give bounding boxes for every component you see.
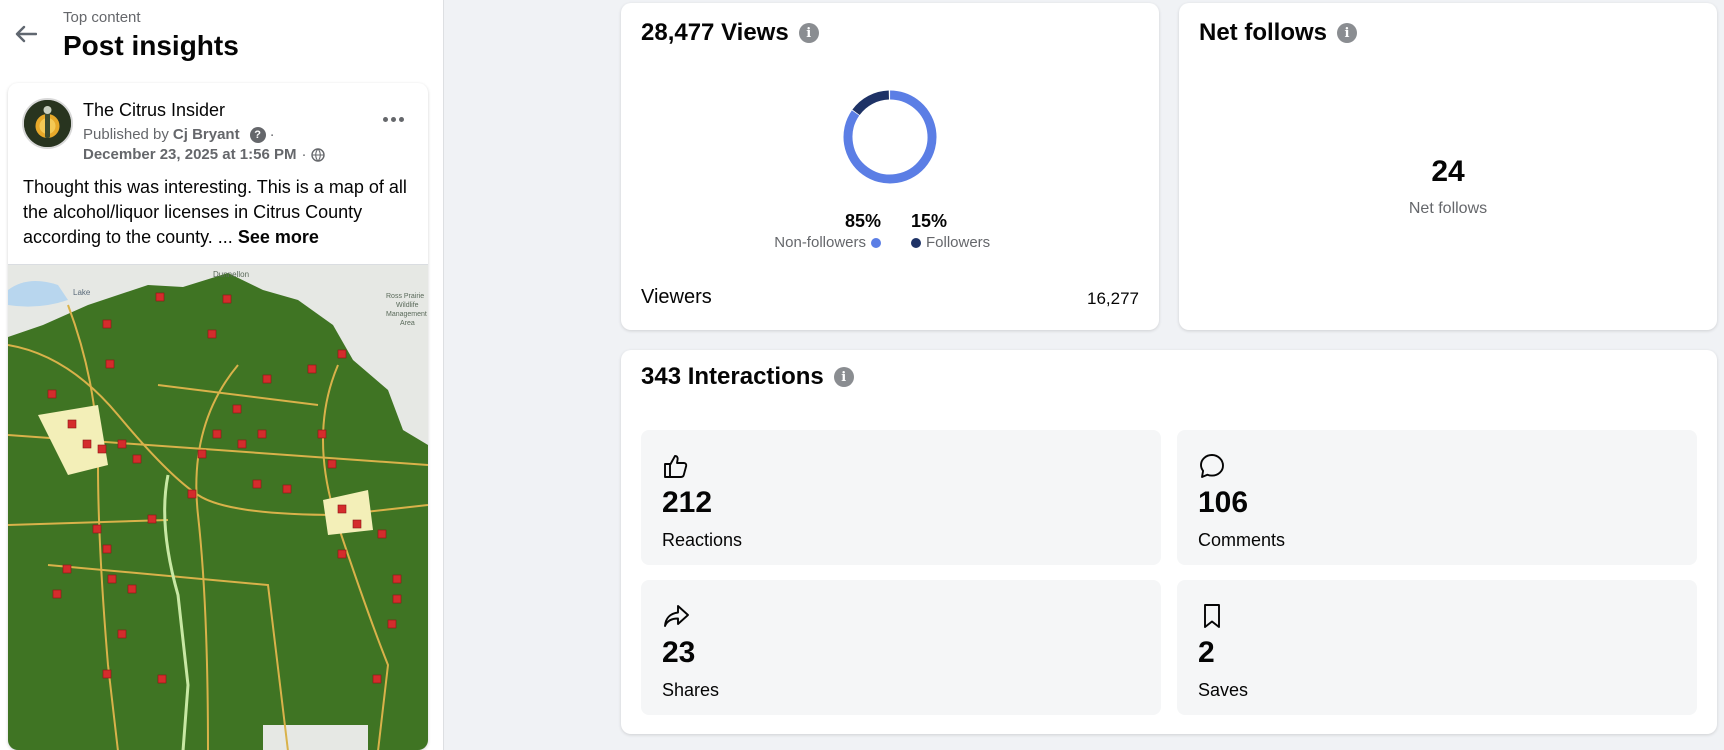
post-date[interactable]: December 23, 2025 at 1:56 PM: [83, 146, 297, 163]
viewers-label: Viewers: [641, 286, 712, 308]
donut-slice-non-followers: [843, 90, 937, 184]
post-card: The Citrus Insider Published by Cj Bryan…: [8, 83, 428, 750]
post-image-map[interactable]: Lake Dunnellon Ross Prairie Wildlife Man…: [8, 264, 428, 750]
arrow-left-icon: [15, 25, 37, 43]
interactions-title: 343 Interactions: [641, 363, 824, 390]
net-follows-card: Net follows i 24 Net follows: [1179, 3, 1717, 330]
page-name[interactable]: The Citrus Insider: [83, 100, 226, 120]
map-label-wildlife: Wildlife: [396, 302, 419, 309]
published-by-line: Published by Cj Bryant ? ·: [83, 126, 275, 143]
info-icon[interactable]: i: [798, 23, 819, 43]
share-icon: [664, 605, 689, 627]
post-date-line: December 23, 2025 at 1:56 PM ·: [83, 146, 326, 163]
map-label-management: Management: [386, 311, 427, 318]
viewers-value: 16,277: [1087, 289, 1139, 308]
thumbs-up-icon: [664, 455, 688, 478]
separator-dot: ·: [301, 146, 307, 163]
separator-dot: ·: [269, 126, 275, 143]
non-followers-dot-icon: [871, 237, 881, 248]
saves-value: 2: [1198, 636, 1215, 669]
net-follows-label: Net follows: [1408, 200, 1488, 217]
interactions-title-row: 343 Interactions i: [641, 363, 854, 391]
interactions-card: 343 Interactions i 212 Reactions 106 Com…: [621, 350, 1717, 734]
post-text: Thought this was interesting. This is a …: [23, 175, 418, 250]
views-title-row: 28,477 Views i: [641, 19, 819, 47]
followers-label-row: Followers: [911, 234, 1041, 251]
reactions-tile[interactable]: 212 Reactions: [641, 430, 1161, 565]
comment-icon: [1200, 454, 1224, 478]
map-label-dunnellon: Dunnellon: [213, 270, 249, 279]
non-followers-label: Non-followers: [774, 234, 866, 251]
bookmark-icon: [1204, 604, 1220, 628]
net-follows-value: 24: [1431, 155, 1465, 188]
dot: [390, 116, 396, 122]
globe-icon: [311, 147, 326, 162]
map-label-ross-prairie: Ross Prairie: [386, 293, 424, 300]
comments-label: Comments: [1198, 530, 1286, 550]
published-prefix: Published by: [83, 126, 169, 143]
views-title: 28,477 Views: [641, 19, 789, 46]
county-map-image: Lake Dunnellon Ross Prairie Wildlife Man…: [8, 265, 428, 750]
comments-value: 106: [1198, 486, 1249, 519]
shares-label: Shares: [662, 680, 720, 700]
more-options-button[interactable]: [378, 109, 408, 129]
help-icon[interactable]: ?: [249, 126, 266, 143]
page-logo-icon: [24, 100, 71, 147]
non-followers-pct: 85%: [844, 211, 881, 231]
net-follows-title: Net follows: [1199, 19, 1328, 46]
map-label-lake: Lake: [73, 288, 91, 297]
reactions-value: 212: [662, 486, 713, 519]
publisher-name[interactable]: Cj Bryant: [172, 126, 240, 143]
legend-non-followers: 85% Non-followers: [751, 211, 881, 251]
views-donut-chart: [843, 90, 937, 184]
legend-followers: 15% Followers: [911, 211, 1041, 251]
map-label-area: Area: [400, 320, 415, 327]
reactions-label: Reactions: [662, 530, 743, 550]
page-title: Post insights: [63, 30, 239, 61]
saves-label: Saves: [1198, 680, 1249, 700]
avatar[interactable]: [22, 98, 73, 149]
see-more-link[interactable]: See more: [237, 227, 319, 247]
comments-tile[interactable]: 106 Comments: [1177, 430, 1697, 565]
followers-dot-icon: [911, 237, 921, 248]
info-icon[interactable]: i: [833, 367, 854, 387]
followers-label: Followers: [926, 234, 991, 251]
info-icon[interactable]: i: [1337, 23, 1358, 43]
dot: [382, 116, 388, 122]
saves-tile[interactable]: 2 Saves: [1177, 580, 1697, 715]
back-button[interactable]: [12, 20, 40, 48]
donut-slice-followers: [843, 90, 937, 184]
followers-pct: 15%: [911, 211, 948, 231]
breadcrumb[interactable]: Top content: [63, 9, 141, 26]
non-followers-label-row: Non-followers: [751, 234, 881, 251]
net-follows-title-row: Net follows i: [1199, 19, 1358, 47]
shares-value: 23: [662, 636, 696, 669]
views-card: 28,477 Views i 85% Non-followers 15% Fol…: [621, 3, 1159, 330]
left-sidebar: Top content Post insights The Citrus Ins…: [0, 0, 444, 750]
shares-tile[interactable]: 23 Shares: [641, 580, 1161, 715]
dot: [398, 116, 404, 122]
post-body: Thought this was interesting. This is a …: [23, 177, 407, 247]
